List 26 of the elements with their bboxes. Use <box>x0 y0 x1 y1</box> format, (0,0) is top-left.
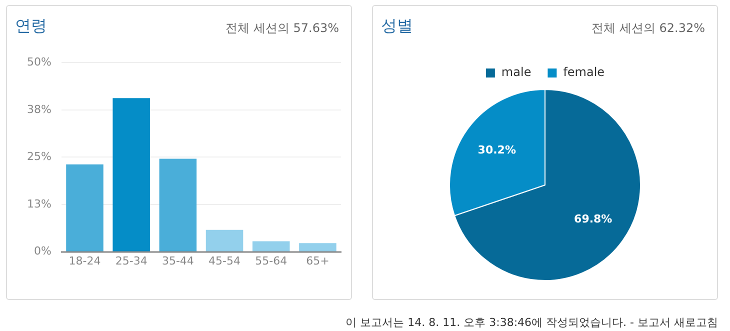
y-tick-label: 0% <box>34 244 52 258</box>
bar <box>66 164 104 252</box>
chart-subtitle: 전체 세션의 57.63% <box>226 20 339 37</box>
y-tick-label: 50% <box>26 55 52 68</box>
chart-subtitle: 전체 세션의 62.32% <box>592 20 705 37</box>
y-tick-label: 13% <box>26 197 52 210</box>
legend-label: female <box>563 65 605 80</box>
x-tick-label: 45-54 <box>208 254 241 268</box>
bar <box>206 230 244 252</box>
chart-title: 성별 <box>381 16 413 37</box>
bar <box>252 241 290 252</box>
data-label: 69.8% <box>574 212 612 226</box>
data-label: 30.2% <box>478 143 516 156</box>
bar <box>299 243 336 252</box>
legend-label: male <box>501 65 532 80</box>
text: 이 보고서는 14. 8. 11. 오후 3:38:46에 작성되었습니다. - 보고서 새로고침 <box>346 315 718 330</box>
y-tick-label: 38% <box>26 102 52 116</box>
x-tick-label: 25-34 <box>115 254 148 268</box>
x-tick-label: 55-64 <box>255 254 288 268</box>
x-tick-label: 65+ <box>306 254 330 268</box>
bar <box>112 98 150 252</box>
chart-title: 연령 <box>15 16 47 37</box>
y-tick-label: 25% <box>26 150 52 164</box>
x-tick-label: 35-44 <box>162 254 194 268</box>
bar <box>159 158 197 252</box>
x-tick-label: 18-24 <box>68 254 101 268</box>
